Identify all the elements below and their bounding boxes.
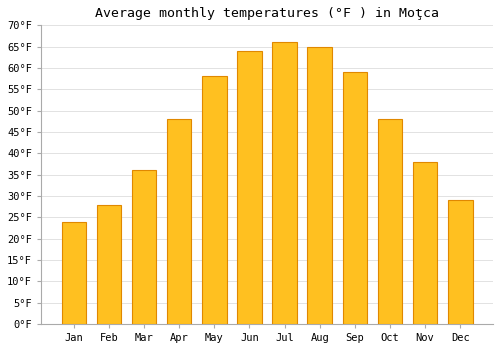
Bar xyxy=(202,77,226,324)
Bar xyxy=(272,42,297,324)
Bar xyxy=(413,162,438,324)
Bar xyxy=(62,222,86,324)
Bar xyxy=(342,72,367,324)
Bar xyxy=(132,170,156,324)
Bar xyxy=(237,51,262,324)
Bar xyxy=(448,200,472,324)
Bar xyxy=(96,204,121,324)
Bar xyxy=(378,119,402,324)
Bar xyxy=(308,47,332,324)
Bar xyxy=(167,119,192,324)
Title: Average monthly temperatures (°F ) in Moţca: Average monthly temperatures (°F ) in Mo… xyxy=(95,7,439,20)
